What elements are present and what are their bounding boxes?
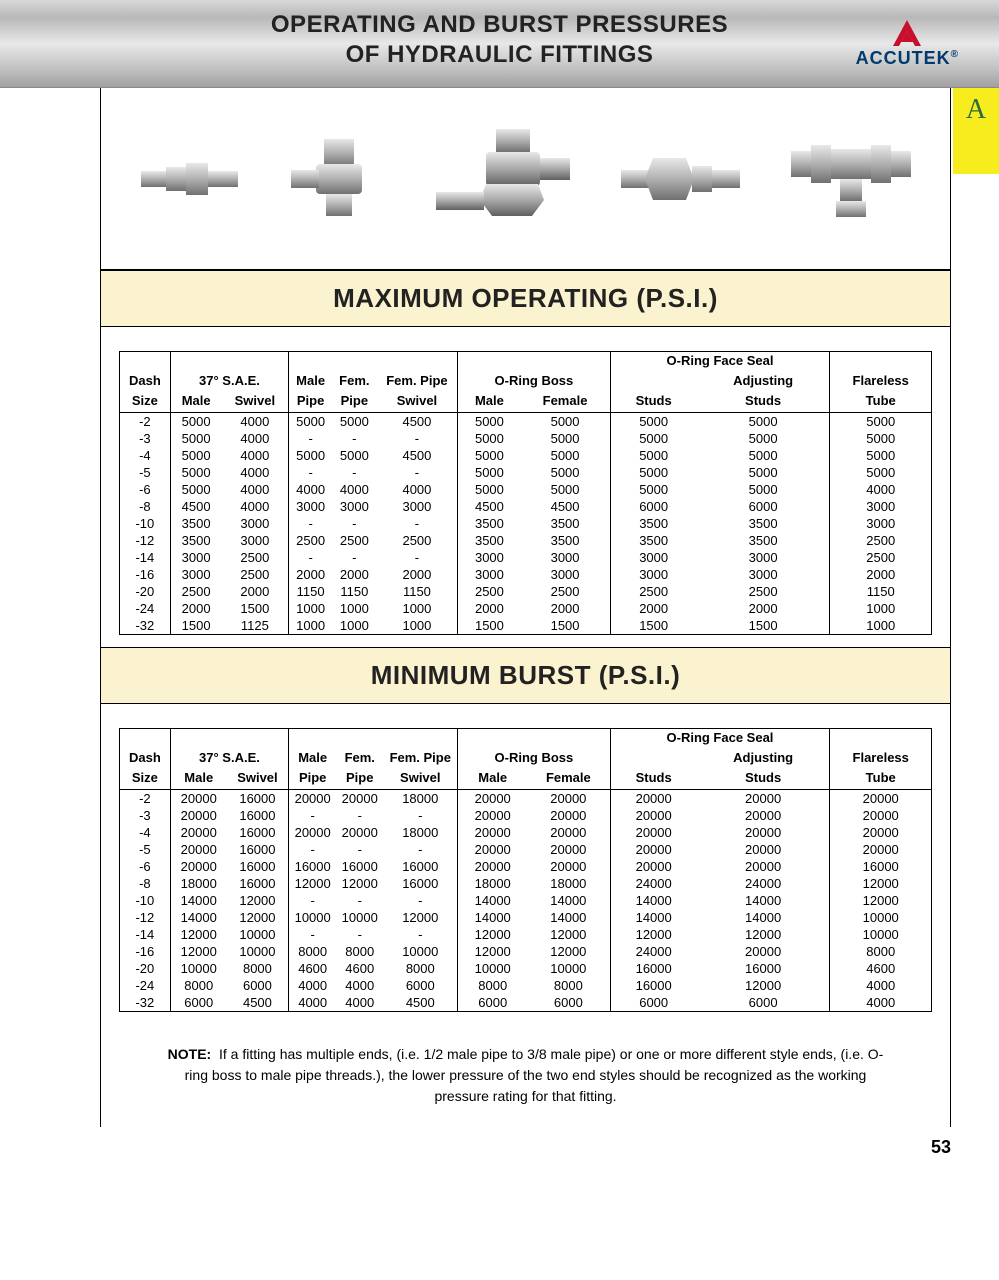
footnote: NOTE: If a fitting has multiple ends, (i… (101, 1024, 950, 1127)
table-row: -201000080004600460080001000010000160001… (120, 960, 932, 977)
table-row: -141200010000---120001200012000120001000… (120, 926, 932, 943)
pressure-table: O-Ring Face SealDash37° S.A.E.MaleFem.Fe… (119, 351, 932, 635)
table-row: -845004000300030003000450045006000600030… (120, 498, 932, 515)
table-row: -121400012000100001000012000140001400014… (120, 909, 932, 926)
table-row: -202500200011501150115025002500250025001… (120, 583, 932, 600)
logo-text: ACCUTEK® (856, 48, 959, 69)
pressure-table: O-Ring Face SealDash37° S.A.E.MaleFem.Fe… (119, 728, 932, 1012)
fitting-elbow-nut-icon (426, 124, 576, 234)
table-row: -350004000---50005000500050005000 (120, 430, 932, 447)
table-row: -123500300025002500250035003500350035002… (120, 532, 932, 549)
content-frame: MAXIMUM OPERATING (P.S.I.) O-Ring Face Se… (100, 88, 951, 1127)
fitting-elbow-small-icon (286, 134, 386, 224)
table-row: -250004000500050004500500050005000500050… (120, 413, 932, 431)
band-title: MAXIMUM OPERATING (P.S.I.) (101, 270, 950, 327)
header-bar: OPERATING AND BURST PRESSURES OF HYDRAUL… (0, 0, 999, 88)
fitting-tee-icon (786, 129, 916, 229)
table-row: -248000600040004000600080008000160001200… (120, 977, 932, 994)
band-title: MINIMUM BURST (P.S.I.) (101, 647, 950, 704)
brand-logo: ACCUTEK® (856, 18, 959, 69)
table-row: -242000150010001000100020002000200020001… (120, 600, 932, 617)
table-wrap: O-Ring Face SealDash37° S.A.E.MaleFem.Fe… (101, 704, 950, 1024)
title-line2: OF HYDRAULIC FITTINGS (346, 41, 654, 68)
table-row: -450004000500050004500500050005000500050… (120, 447, 932, 464)
page-number: 53 (0, 1127, 999, 1178)
table-row: -52000016000---2000020000200002000020000 (120, 841, 932, 858)
table-row: -1430002500---30003000300030002500 (120, 549, 932, 566)
table-wrap: O-Ring Face SealDash37° S.A.E.MaleFem.Fe… (101, 327, 950, 647)
table-row: -32000016000---2000020000200002000020000 (120, 807, 932, 824)
title-line1: OPERATING AND BURST PRESSURES (271, 11, 728, 38)
tables-container: MAXIMUM OPERATING (P.S.I.) O-Ring Face Se… (101, 270, 950, 1024)
note-text: If a fitting has multiple ends, (i.e. 1/… (185, 1046, 884, 1104)
table-row: -420000160002000020000180002000020000200… (120, 824, 932, 841)
section-tab: A (953, 88, 999, 174)
note-label: NOTE: (168, 1046, 212, 1062)
table-row: -101400012000---140001400014000140001200… (120, 892, 932, 909)
table-row: -326000450040004000450060006000600060004… (120, 994, 932, 1012)
logo-triangle-icon (887, 18, 927, 48)
fitting-straight-hex-icon (616, 144, 746, 214)
table-row: -163000250020002000200030003000300030002… (120, 566, 932, 583)
page-title: OPERATING AND BURST PRESSURES OF HYDRAUL… (0, 10, 999, 70)
table-row: -321500112510001000100015001500150015001… (120, 617, 932, 635)
table-row: -620000160001600016000160002000020000200… (120, 858, 932, 875)
fitting-image-row (101, 88, 950, 270)
table-row: -650004000400040004000500050005000500040… (120, 481, 932, 498)
table-row: -1035003000---35003500350035003000 (120, 515, 932, 532)
fitting-straight-icon (136, 149, 246, 209)
table-row: -818000160001200012000160001800018000240… (120, 875, 932, 892)
table-row: -161200010000800080001000012000120002400… (120, 943, 932, 960)
table-row: -220000160002000020000180002000020000200… (120, 790, 932, 808)
table-row: -550004000---50005000500050005000 (120, 464, 932, 481)
